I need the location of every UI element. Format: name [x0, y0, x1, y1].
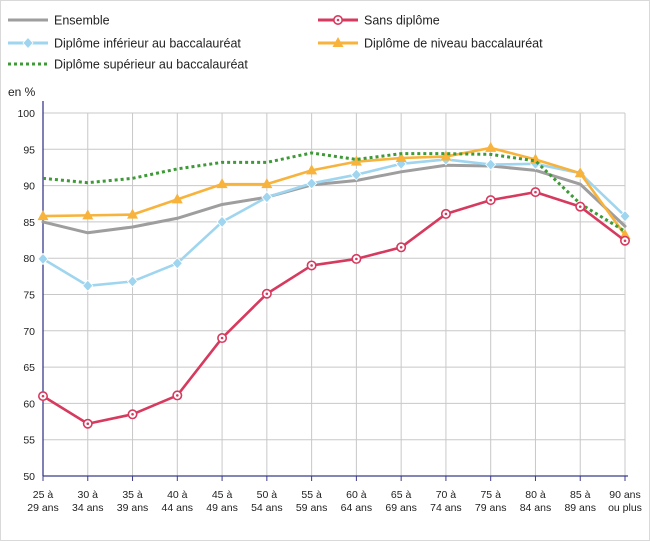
x-tick-label-line1: 30 à: [78, 489, 99, 501]
legend-marker-2: [22, 36, 34, 50]
x-tick-label-line2: 74 ans: [430, 502, 462, 514]
y-tick-label: 90: [23, 181, 35, 193]
x-tick-label-line1: 25 à: [33, 489, 54, 501]
data-point-series-1-core: [399, 246, 403, 249]
y-tick-label: 75: [23, 290, 35, 302]
data-point-series-3: [82, 209, 94, 220]
x-tick-label-line1: 45 à: [212, 489, 233, 501]
data-point-series-3: [306, 164, 318, 175]
data-point-series-1-core: [534, 190, 537, 194]
x-tick-label-line2: 64 ans: [341, 502, 373, 514]
data-point-series-1-core: [310, 264, 313, 267]
data-point-series-3: [574, 167, 586, 178]
y-tick-label: 60: [23, 398, 35, 410]
data-point-series-1-core: [444, 212, 448, 216]
legend-marker-3: [332, 37, 344, 47]
legend-marker-1-core: [336, 18, 340, 22]
series-line-0: [41, 163, 627, 235]
data-point-series-3: [485, 141, 497, 152]
legend-label: Ensemble: [54, 14, 110, 28]
data-point-series-1-core: [578, 205, 582, 208]
y-tick-label: 65: [23, 362, 35, 374]
x-tick-label-line2: 79 ans: [475, 502, 507, 514]
data-point-series-2: [126, 275, 139, 288]
data-point-series-3: [261, 178, 273, 189]
data-point-series-1-core: [176, 394, 179, 397]
data-point-series-1-core: [355, 257, 358, 261]
data-point-series-1-core: [265, 292, 269, 296]
data-point-series-1-core: [489, 198, 492, 202]
x-tick-label-line2: ou plus: [608, 502, 642, 514]
x-tick-label-line1: 70 à: [436, 489, 457, 501]
x-tick-label-line1: 65 à: [391, 489, 412, 501]
x-tick-label-line2: 84 ans: [520, 502, 552, 514]
x-tick-label-line1: 85 à: [570, 489, 591, 501]
data-point-series-2: [350, 168, 362, 181]
y-tick-label: 100: [17, 108, 35, 120]
data-point-series-1-core: [623, 239, 627, 243]
x-tick-label-line2: 54 ans: [251, 502, 283, 514]
x-tick-label-line2: 39 ans: [117, 502, 149, 514]
x-tick-label-line2: 89 ans: [564, 502, 596, 514]
data-point-series-1-core: [131, 412, 134, 416]
data-point-series-2: [37, 252, 49, 266]
series-line-2: [41, 158, 627, 288]
y-tick-label: 95: [23, 144, 35, 156]
legend-label: Diplôme supérieur au baccalauréat: [54, 58, 248, 72]
x-tick-label-line2: 29 ans: [27, 502, 59, 514]
data-point-series-1-core: [41, 394, 45, 398]
x-tick-label-line1: 55 à: [301, 489, 322, 501]
x-tick-label-line2: 69 ans: [385, 502, 417, 514]
y-tick-label: 55: [23, 435, 35, 447]
series-line-4: [42, 151, 626, 233]
x-tick-label-line2: 49 ans: [206, 502, 238, 514]
x-tick-label-line1: 40 à: [167, 489, 188, 501]
data-point-series-3: [171, 193, 183, 204]
data-point-series-3: [216, 178, 228, 189]
y-tick-label: 85: [23, 217, 35, 229]
data-point-series-3: [127, 208, 139, 219]
data-point-series-3: [619, 228, 631, 239]
data-point-series-2: [485, 158, 497, 171]
data-point-series-2: [171, 257, 183, 270]
data-point-series-2: [216, 215, 228, 228]
x-tick-label-line1: 35 à: [122, 489, 143, 501]
data-point-series-2: [306, 177, 318, 190]
y-tick-label: 80: [23, 253, 35, 265]
legend-label: Diplôme inférieur au baccalauréat: [54, 37, 241, 51]
data-point-series-3: [440, 150, 452, 161]
x-tick-label-line2: 44 ans: [162, 502, 194, 514]
x-tick-label-line2: 34 ans: [72, 502, 104, 514]
data-point-series-2: [82, 279, 94, 292]
y-tick-label: 50: [23, 471, 35, 483]
y-axis-label: en %: [8, 85, 36, 99]
data-point-series-2: [261, 191, 273, 204]
data-point-series-1-core: [220, 336, 224, 340]
x-tick-label-line1: 75 à: [480, 489, 501, 501]
legend-label: Diplôme de niveau baccalauréat: [364, 37, 543, 51]
legend-label: Sans diplôme: [364, 14, 440, 28]
x-tick-label-line2: 59 ans: [296, 502, 328, 514]
x-tick-label-line1: 80 à: [525, 489, 546, 501]
x-tick-label-line1: 60 à: [346, 489, 367, 501]
data-point-series-2: [619, 209, 631, 223]
data-point-series-3: [395, 152, 407, 163]
data-point-series-3: [37, 210, 49, 221]
data-point-series-1-core: [86, 422, 90, 426]
series-line-1: [41, 190, 627, 426]
series-line-3: [41, 146, 627, 237]
x-tick-label-line1: 90 ans: [609, 489, 641, 501]
y-tick-label: 70: [23, 326, 35, 338]
x-tick-label-line1: 50 à: [257, 489, 278, 501]
data-point-series-3: [350, 155, 362, 166]
